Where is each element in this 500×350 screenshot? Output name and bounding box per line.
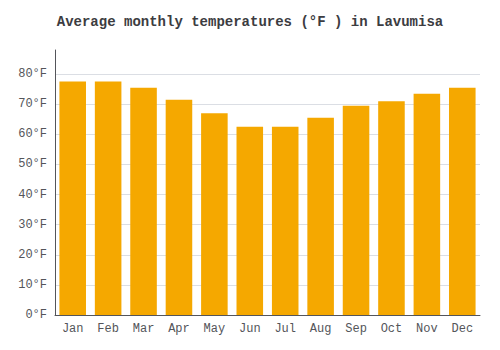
svg-text:Apr: Apr <box>168 322 190 336</box>
svg-text:70°F: 70°F <box>18 97 47 111</box>
svg-text:Jul: Jul <box>274 322 296 336</box>
svg-text:Nov: Nov <box>416 322 438 336</box>
svg-text:Mar: Mar <box>133 322 155 336</box>
svg-text:Average monthly temperatures (: Average monthly temperatures (°F ) in La… <box>57 14 444 30</box>
svg-text:Jan: Jan <box>62 322 84 336</box>
svg-text:20°F: 20°F <box>18 248 47 262</box>
svg-text:May: May <box>204 322 226 336</box>
svg-text:Jun: Jun <box>239 322 261 336</box>
svg-text:30°F: 30°F <box>18 218 47 232</box>
svg-text:Sep: Sep <box>345 322 367 336</box>
svg-text:Oct: Oct <box>381 322 403 336</box>
svg-text:80°F: 80°F <box>18 67 47 81</box>
svg-text:40°F: 40°F <box>18 188 47 202</box>
svg-text:Aug: Aug <box>310 322 332 336</box>
svg-text:Feb: Feb <box>97 322 119 336</box>
svg-text:Dec: Dec <box>451 322 473 336</box>
svg-text:10°F: 10°F <box>18 278 47 292</box>
svg-text:60°F: 60°F <box>18 127 47 141</box>
svg-text:50°F: 50°F <box>18 157 47 171</box>
svg-text:0°F: 0°F <box>25 308 47 322</box>
